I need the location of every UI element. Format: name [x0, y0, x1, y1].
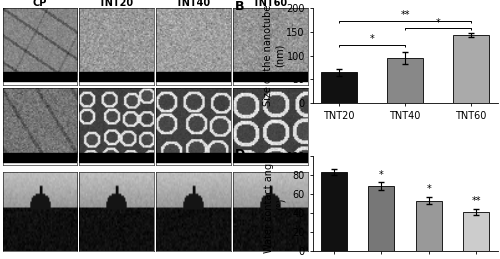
Bar [453, 35, 489, 103]
Bar [2, 153, 77, 162]
Bar [368, 186, 394, 251]
Bar [387, 58, 423, 103]
Text: **: ** [472, 196, 481, 206]
Bar [80, 72, 154, 81]
Y-axis label: Size of the nanotube
(nm): Size of the nanotube (nm) [264, 5, 285, 106]
Bar [321, 172, 347, 251]
Text: *: * [379, 170, 384, 180]
Bar [2, 72, 77, 81]
Title: TNT40: TNT40 [176, 0, 211, 8]
Text: *: * [370, 34, 374, 44]
Bar [233, 153, 308, 162]
Text: *: * [436, 18, 440, 27]
Bar [463, 212, 489, 251]
Bar [80, 153, 154, 162]
Title: CP: CP [32, 0, 47, 8]
Bar [233, 72, 308, 81]
Text: B: B [235, 0, 244, 13]
Bar [416, 201, 442, 251]
Y-axis label: Water contact angle
(°): Water contact angle (°) [264, 154, 285, 253]
Text: D: D [235, 148, 245, 161]
Bar [321, 72, 357, 103]
Bar [156, 72, 231, 81]
Title: TNT60: TNT60 [253, 0, 288, 8]
Bar [156, 153, 231, 162]
Title: TNT20: TNT20 [99, 0, 134, 8]
Text: **: ** [400, 10, 410, 20]
Text: *: * [426, 184, 431, 194]
